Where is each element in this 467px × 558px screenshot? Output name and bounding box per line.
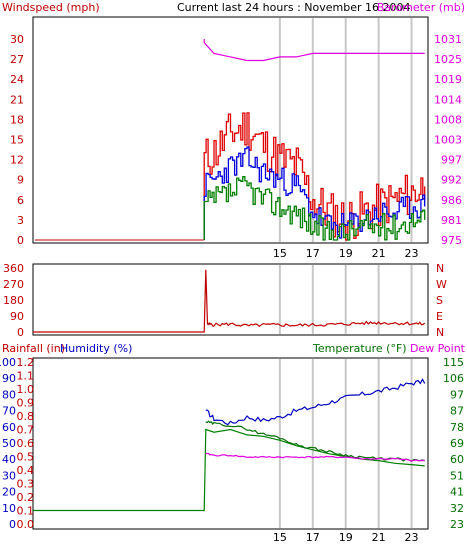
wind-direction-tick: 180 [3,294,24,307]
windspeed-tick: 21 [10,93,24,106]
x-tick-label: 15 [273,247,287,260]
temperature-tick: 97 [450,388,464,401]
rainfall-tick: 0.5 [17,451,35,464]
rainfall-tick: 1.1 [17,370,35,383]
barometer-tick: 981 [441,214,462,227]
barometer-tick: 997 [441,154,462,167]
temperature-tick: 60 [450,453,464,466]
temperature-tick: 69 [450,437,464,450]
temperature-tick: 51 [450,469,464,482]
humidity-tick: 50 [2,437,16,450]
windspeed-tick: 27 [10,53,24,66]
humidity-tick: 60 [2,421,16,434]
windspeed-tick: 0 [17,234,24,247]
x-tick-label: 17 [306,531,320,544]
wind-average-series [203,146,426,240]
humidity-tick: 20 [2,486,16,499]
rainfall-series [33,428,425,512]
rainfall-tick: 0.8 [17,410,35,423]
wind-direction-series [33,269,426,333]
temperature-tick: 41 [450,486,464,499]
humidity-tick: 10 [2,502,16,515]
windspeed-tick: 3 [17,214,24,227]
windspeed-tick: 6 [17,194,24,207]
compass-tick: S [436,294,443,307]
rainfall-tick: 0.3 [17,478,35,491]
humidity-tick: 30 [2,469,16,482]
windspeed-tick: 15 [10,134,24,147]
x-tick-label: 19 [339,531,353,544]
temperature-tick: 23 [450,518,464,531]
windspeed-tick: 18 [10,113,24,126]
windspeed-tick: 24 [10,73,24,86]
barometer-series [203,39,425,62]
x-tick-label: 15 [273,531,287,544]
humidity-tick: 90 [2,372,16,385]
humidity-tick: 100 [0,356,16,369]
wind-speed-series [203,112,426,241]
wind-direction-tick: 270 [3,278,24,291]
wind-low-series [203,176,426,241]
humidity-series [205,378,426,426]
compass-tick: N [436,326,444,339]
x-tick-label: 21 [372,247,386,260]
rainfall-tick: 0.4 [17,464,35,477]
humidity-tick: 40 [2,453,16,466]
x-tick-label: 23 [405,247,419,260]
x-tick-label: 21 [372,531,386,544]
windspeed-tick: 9 [17,174,24,187]
barometer-tick: 1014 [434,93,462,106]
rainfall-tick: 0.0 [17,518,35,531]
wind-direction-tick: 0 [17,326,24,339]
temperature-tick: 87 [450,405,464,418]
compass-tick: N [436,262,444,275]
temperature-tick: 32 [450,502,464,515]
rainfall-tick: 0.6 [17,437,35,450]
compass-tick: E [436,310,443,323]
rainfall-tick: 0.9 [17,397,35,410]
barometer-tick: 986 [441,194,462,207]
compass-tick: W [436,278,447,291]
temperature-tick: 106 [443,372,464,385]
rain-humidity-temp-panel [32,357,429,530]
barometer-tick: 1008 [434,113,462,126]
rainfall-tick: 0.2 [17,491,35,504]
barometer-tick: 1019 [434,73,462,86]
barometer-tick: 1031 [434,33,462,46]
x-tick-label: 23 [405,531,419,544]
humidity-tick: 0 [9,518,16,531]
wind-direction-tick: 360 [3,262,24,275]
temperature-axis-label: Temperature (°F) [312,342,407,355]
rainfall-tick: 0.7 [17,424,35,437]
barometer-tick: 992 [441,174,462,187]
windspeed-tick: 12 [10,154,24,167]
wind-direction-tick: 90 [10,310,24,323]
series-layer [33,39,426,512]
windspeed-axis-label: Windspeed (mph) [2,1,100,14]
dewpoint-axis-label: Dew Point [410,342,466,355]
dewpoint-series [205,452,425,462]
x-tick-label: 19 [339,247,353,260]
rainfall-tick: 1.2 [17,356,35,369]
chart-title: Current last 24 hours : November 16 2004 [177,1,410,14]
temperature-tick: 78 [450,421,464,434]
barometer-tick: 1003 [434,134,462,147]
rainfall-axis-label: Rainfall (in) [2,342,65,355]
barometer-tick: 1025 [434,53,462,66]
humidity-axis-label: Humidity (%) [60,342,132,355]
humidity-tick: 70 [2,405,16,418]
barometer-axis-label: Barometer (mb) [377,1,465,14]
rainfall-tick: 0.1 [17,505,35,518]
x-tick-label: 17 [306,247,320,260]
temperature-series [205,420,425,462]
tick-labels: 1515171719192121232330272421181512963010… [0,33,464,544]
windspeed-tick: 30 [10,33,24,46]
barometer-tick: 975 [441,234,462,247]
temperature-tick: 115 [443,356,464,369]
humidity-tick: 80 [2,388,16,401]
rainfall-tick: 1.0 [17,383,35,396]
